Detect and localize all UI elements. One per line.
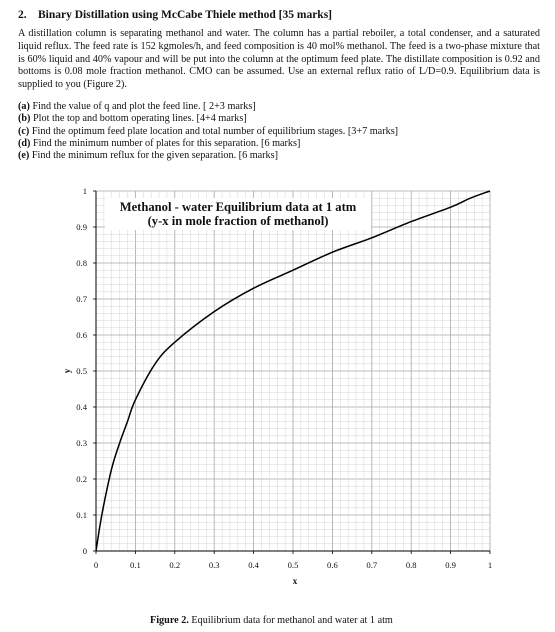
part-a: (a) Find the value of q and plot the fee… bbox=[18, 101, 540, 113]
x-tick-label: 0.5 bbox=[288, 560, 299, 570]
chart-axes bbox=[93, 190, 491, 554]
part-b: (b) Plot the top and bottom operating li… bbox=[18, 113, 540, 125]
x-tick-label: 0.2 bbox=[169, 560, 180, 570]
chart-subtitle: (y-x in mole fraction of methanol) bbox=[148, 214, 329, 228]
figure-caption-text: Equilibrium data for methanol and water … bbox=[188, 615, 393, 626]
y-tick-label: 0.1 bbox=[76, 510, 87, 520]
x-tick-label: 0.6 bbox=[327, 560, 338, 570]
y-tick-label: 0.4 bbox=[76, 402, 87, 412]
question-parts: (a) Find the value of q and plot the fee… bbox=[18, 101, 540, 162]
part-d: (d) Find the minimum number of plates fo… bbox=[18, 138, 540, 150]
y-tick-label: 1 bbox=[83, 186, 87, 196]
part-d-label: (d) bbox=[18, 137, 31, 149]
part-a-text: Find the value of q and plot the feed li… bbox=[29, 101, 256, 112]
part-c-label: (c) bbox=[18, 125, 30, 137]
part-e-label: (e) bbox=[18, 150, 30, 162]
x-tick-label: 0.4 bbox=[248, 560, 259, 570]
part-e: (e) Find the minimum reflux for the give… bbox=[18, 150, 540, 162]
question-title: 2. Binary Distillation using McCabe Thiel… bbox=[18, 9, 332, 21]
part-e-text: Find the minimum reflux for the given se… bbox=[29, 150, 279, 162]
chart-series bbox=[95, 190, 491, 552]
x-tick-label: 0.3 bbox=[209, 560, 220, 570]
chart-tick-labels: 0 0.1 0.2 0.3 0.4 0.5 0.6 0.7 0.8 0.9 1 0 0.1 0.2 0.3 0… bbox=[76, 186, 492, 570]
chart-grid bbox=[95, 190, 491, 552]
part-c-text: Find the optimum feed plate location and… bbox=[29, 125, 399, 137]
chart-title-background bbox=[105, 198, 371, 230]
question-title-text: Binary Distillation using McCabe Thiele … bbox=[38, 9, 333, 21]
x-tick-label: 0.7 bbox=[366, 560, 377, 570]
x-tick-label: 0.1 bbox=[130, 560, 141, 570]
y-tick-label: 0.9 bbox=[76, 222, 87, 232]
part-a-label: (a) bbox=[18, 101, 30, 112]
y-tick-label: 0.2 bbox=[76, 474, 87, 484]
y-tick-label: 0.7 bbox=[76, 294, 87, 304]
x-tick-label: 0 bbox=[94, 560, 98, 570]
y-tick-label: 0.3 bbox=[76, 438, 87, 448]
question-body: A distillation column is separating meth… bbox=[18, 28, 540, 91]
figure-caption-label: Figure 2. bbox=[150, 615, 189, 626]
chart-title-box: Methanol - water Equilibrium data at 1 a… bbox=[105, 198, 371, 230]
x-tick-label: 0.8 bbox=[406, 560, 417, 570]
x-tick-label: 0.9 bbox=[445, 560, 456, 570]
y-tick-label: 0.8 bbox=[76, 258, 87, 268]
y-tick-label: 0 bbox=[83, 546, 87, 556]
y-tick-label: 0.5 bbox=[76, 366, 87, 376]
x-axis-label: x bbox=[293, 576, 298, 586]
part-d-text: Find the minimum number of plates for th… bbox=[30, 137, 301, 149]
question-number: 2. bbox=[18, 9, 27, 21]
figure-caption: Figure 2. Equilibrium data for methanol … bbox=[150, 615, 393, 626]
y-axis-label: y bbox=[62, 368, 72, 373]
chart-title: Methanol - water Equilibrium data at 1 a… bbox=[120, 200, 357, 214]
y-tick-label: 0.6 bbox=[76, 330, 87, 340]
part-b-text: Plot the top and bottom operating lines.… bbox=[30, 113, 247, 125]
part-c: (c) Find the optimum feed plate location… bbox=[18, 126, 540, 138]
x-tick-label: 1 bbox=[488, 560, 492, 570]
equilibrium-curve bbox=[95, 190, 491, 552]
part-b-label: (b) bbox=[18, 113, 31, 125]
